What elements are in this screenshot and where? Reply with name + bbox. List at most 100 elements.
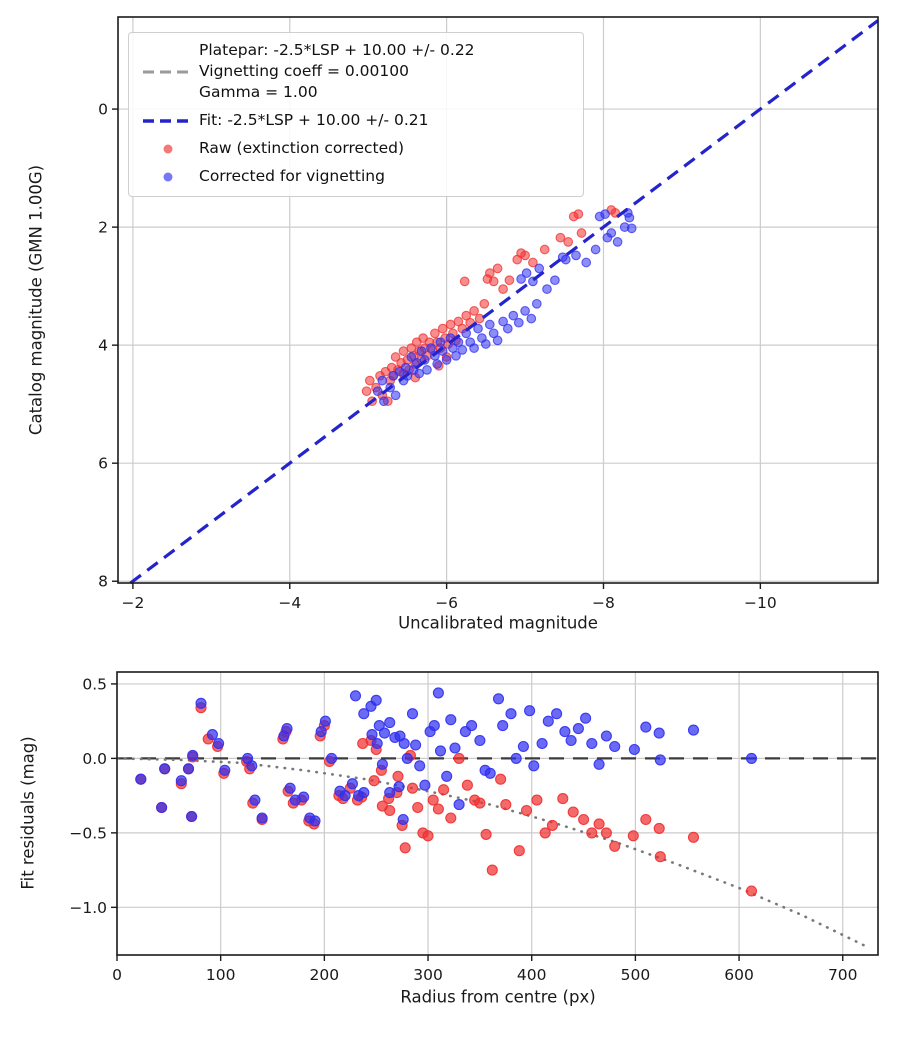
top-point-raw — [573, 209, 584, 219]
bottom-point-corrected — [510, 752, 522, 764]
bottom-point-raw — [609, 840, 621, 852]
bottom-x-tick-label: 0 — [112, 966, 122, 984]
bottom-point-raw — [627, 830, 639, 842]
bottom-point-raw — [586, 827, 598, 839]
top-point-corrected — [534, 263, 545, 274]
bottom-point-corrected — [517, 740, 529, 753]
bottom-y-tick-label: 0.0 — [82, 750, 107, 768]
top-point-raw — [445, 319, 456, 330]
bottom-point-corrected — [358, 787, 370, 799]
top-x-tick-label: −6 — [435, 594, 458, 612]
legend-platepar-label: Platepar: -2.5*LSP + 10.00 +/- 0.22 — [199, 41, 475, 59]
legend-entry-platepar: Platepar: -2.5*LSP + 10.00 +/- 0.22 Vign… — [137, 40, 573, 103]
top-point-corrected — [379, 396, 389, 407]
top-point-raw — [361, 386, 372, 397]
bottom-x-tick-label: 700 — [828, 966, 858, 984]
bottom-point-corrected — [434, 745, 447, 757]
bottom-x-tick-label: 100 — [206, 966, 236, 984]
top-point-corrected — [571, 250, 581, 261]
bottom-point-corrected — [326, 752, 338, 764]
top-point-corrected — [606, 228, 617, 238]
bottom-point-corrected — [653, 727, 665, 739]
bottom-point-corrected — [654, 754, 666, 766]
bottom-point-raw — [474, 797, 486, 809]
bottom-point-corrected — [484, 767, 496, 779]
bottom-point-corrected — [586, 737, 598, 750]
corrected-dot-icon — [137, 167, 199, 187]
top-plot-border — [117, 16, 879, 584]
top-y-tick-label: 8 — [98, 573, 108, 591]
legend-fit-label: Fit: -2.5*LSP + 10.00 +/- 0.21 — [199, 111, 429, 129]
bottom-point-corrected — [213, 737, 225, 750]
bottom-point-corrected — [175, 775, 187, 787]
bottom-point-raw — [539, 827, 551, 839]
bottom-point-raw — [653, 822, 665, 834]
bottom-point-corrected — [593, 758, 605, 770]
top-point-raw — [488, 276, 499, 287]
bottom-point-corrected — [397, 813, 409, 826]
bottom-point-corrected — [609, 740, 621, 753]
bottom-point-corrected — [298, 791, 310, 803]
bottom-x-tick-label: 200 — [310, 966, 340, 984]
bottom-point-corrected — [281, 723, 293, 735]
bottom-point-corrected — [182, 763, 195, 775]
bottom-point-corrected — [524, 705, 536, 717]
top-point-raw — [474, 313, 485, 324]
bottom-point-corrected — [687, 724, 700, 736]
top-x-tick-label: −10 — [744, 594, 777, 612]
bottom-y-tick-label: −1.0 — [69, 899, 107, 917]
bottom-point-raw — [486, 864, 498, 876]
top-point-corrected — [520, 306, 530, 316]
bottom-point-corrected — [628, 743, 640, 756]
bottom-point-corrected — [474, 734, 486, 747]
bottom-point-corrected — [572, 723, 584, 735]
top-x-tick-label: −2 — [121, 594, 144, 612]
top-point-corrected — [426, 343, 436, 353]
top-point-raw — [437, 323, 448, 334]
bottom-point-raw — [357, 737, 369, 750]
top-point-corrected — [406, 352, 417, 362]
bottom-point-raw — [513, 845, 525, 857]
bottom-x-tick-label: 500 — [621, 966, 651, 984]
bottom-plot-ylabel: Fit residuals (mag) — [18, 736, 38, 890]
bottom-point-corrected — [370, 694, 382, 706]
bottom-point-corrected — [419, 779, 431, 791]
top-point-corrected — [480, 339, 491, 349]
top-point-corrected — [484, 319, 495, 330]
bottom-point-raw — [399, 842, 411, 854]
bottom-point-corrected — [565, 734, 577, 747]
bottom-plot-border — [116, 671, 879, 956]
bottom-point-raw — [368, 775, 380, 787]
top-point-corrected — [581, 257, 592, 268]
top-point-raw — [520, 250, 530, 261]
top-point-raw — [461, 310, 472, 321]
top-point-raw — [563, 237, 574, 247]
top-point-corrected — [521, 268, 532, 278]
bottom-point-raw — [453, 752, 465, 764]
top-point-raw — [469, 306, 479, 316]
top-point-raw — [555, 232, 566, 243]
bottom-point-raw — [384, 804, 396, 817]
raw-dot-icon — [137, 139, 199, 159]
top-y-tick-label: 0 — [98, 101, 108, 119]
bottom-point-corrected — [551, 708, 563, 720]
bottom-point-corrected — [376, 758, 388, 770]
bottom-point-raw — [495, 773, 507, 785]
top-point-corrected — [508, 310, 519, 321]
bottom-point-corrected — [492, 693, 505, 705]
top-y-tick-label: 4 — [98, 337, 108, 355]
bottom-point-raw — [422, 830, 434, 842]
top-point-corrected — [441, 355, 452, 365]
top-point-corrected — [492, 335, 503, 346]
top-plot-xlabel: Uncalibrated magnitude — [398, 613, 598, 633]
top-point-corrected — [626, 223, 637, 234]
bottom-point-raw — [531, 794, 543, 806]
bottom-point-corrected — [580, 712, 592, 724]
bottom-point-raw — [412, 801, 424, 814]
fit-dashed-line-icon — [137, 111, 199, 131]
top-point-corrected — [624, 212, 635, 223]
bottom-point-raw — [406, 782, 419, 794]
bottom-point-corrected — [284, 782, 296, 794]
top-y-tick-label: 6 — [98, 455, 108, 473]
bottom-point-corrected — [366, 729, 378, 741]
